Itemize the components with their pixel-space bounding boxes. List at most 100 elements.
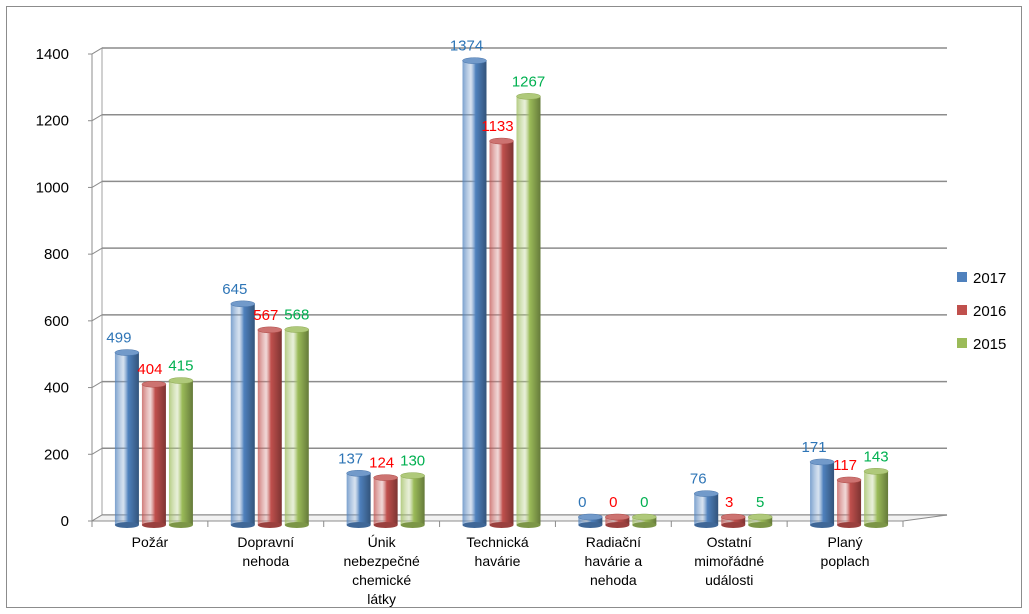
bar-2015 [400, 472, 425, 528]
bar-top [257, 326, 283, 334]
bar-2017 [114, 349, 140, 528]
data-label-2016: 1133 [481, 118, 513, 135]
gridline-depth [91, 381, 103, 389]
data-label-2017: 171 [802, 439, 827, 456]
data-label-2015: 568 [284, 307, 309, 324]
y-tick-label: 400 [44, 380, 69, 397]
bar-top [578, 513, 603, 521]
bar-bottom [721, 522, 746, 528]
data-label-2016: 0 [609, 494, 617, 511]
x-tick-label: Únik nebezpečné chemické látky [343, 534, 420, 607]
bar-bottom [168, 522, 193, 528]
x-tick-label: Technická havárie [466, 534, 528, 569]
bar-2016 [257, 326, 283, 528]
gridline-depth [91, 247, 103, 255]
bar-body [837, 479, 862, 525]
bar-bottom [114, 522, 139, 528]
bar-top [230, 300, 256, 308]
legend-label-2017: 2017 [973, 270, 1006, 287]
bar-body [462, 60, 487, 526]
bar-top [836, 476, 862, 484]
bar-top [114, 349, 140, 356]
legend-label-2016: 2016 [973, 303, 1006, 320]
data-label-2015: 143 [864, 448, 889, 465]
bar-body [605, 517, 630, 525]
bars [114, 57, 889, 528]
bar-2016 [720, 513, 746, 528]
bar-body [141, 384, 166, 525]
bar-top [747, 513, 773, 521]
left-wall [91, 47, 103, 522]
bar-body [864, 471, 889, 525]
data-label-2017: 645 [222, 281, 247, 298]
bar-2017 [230, 300, 256, 528]
bar-2016 [836, 476, 862, 528]
x-axis-ticks: Požár Dopravní nehoda Únik nebezpečné chemick… [91, 521, 904, 607]
bar-bottom [373, 522, 398, 528]
bar-2017 [346, 470, 371, 528]
bar-top [141, 380, 167, 388]
bar-body [168, 380, 193, 525]
data-label-2016: 404 [137, 361, 162, 378]
data-label-2015: 415 [168, 358, 193, 375]
y-tick-label: 200 [44, 446, 69, 463]
gridline-depth [91, 314, 103, 322]
legend-label-2015: 2015 [973, 336, 1006, 353]
bar-body [694, 493, 719, 525]
bar-top [632, 513, 657, 521]
bar-top [720, 513, 746, 521]
y-tick-label: 1400 [36, 46, 69, 63]
y-tick-label: 800 [44, 246, 69, 263]
bar-top [284, 326, 310, 333]
gridline-depth [91, 180, 103, 188]
x-tick-label: Ostatní mimořádné události [694, 534, 764, 588]
bar-2017 [693, 490, 719, 528]
bar-body [578, 517, 603, 525]
bar-top [516, 93, 541, 100]
bar-bottom [489, 522, 514, 528]
bar-top [489, 137, 514, 145]
bar-bottom [141, 522, 166, 528]
bar-2015 [863, 468, 889, 528]
bar-2016 [141, 380, 167, 528]
legend: 2017 2016 2015 [957, 270, 1006, 353]
data-label-2017: 1374 [450, 38, 483, 55]
data-label-2015: 0 [640, 494, 648, 511]
bar-body [400, 475, 425, 525]
data-label-2015: 5 [756, 494, 764, 511]
chart-frame: 0 200 400 600 800 1000 1200 1400 Požár Dopravní ne… [6, 6, 1022, 608]
bar-bottom [257, 522, 282, 528]
bar-body [810, 461, 835, 525]
bar-body [230, 303, 255, 525]
bar-top [373, 474, 398, 481]
bar-top [346, 470, 371, 477]
x-tick-label: Radiační havárie a nehoda [585, 534, 643, 588]
data-label-2017: 499 [106, 330, 131, 347]
bar-body [489, 141, 514, 525]
bar-bottom [230, 522, 255, 528]
bar-body [748, 517, 773, 525]
data-label-2016: 567 [253, 307, 278, 324]
bar-top [605, 513, 630, 521]
x-tick-label: Požár [132, 534, 169, 550]
bar-top [168, 377, 194, 384]
bar-bottom [632, 522, 657, 528]
y-tick-label: 0 [61, 513, 69, 530]
bar-bottom [462, 522, 487, 528]
bar-bottom [400, 522, 425, 528]
bar-2016 [605, 513, 630, 528]
bar-body [721, 517, 746, 525]
x-tick-label: Dopravní nehoda [237, 534, 294, 569]
bar-2015 [632, 513, 657, 528]
bar-top [809, 458, 835, 466]
bar-body [114, 352, 139, 525]
data-label-2017: 137 [338, 450, 363, 467]
data-label-2016: 117 [833, 457, 857, 474]
gridline-depth [91, 47, 103, 55]
data-label-2015: 1267 [512, 73, 545, 90]
data-label-2017: 0 [578, 494, 586, 511]
bar-top [693, 490, 719, 497]
bar-bottom [864, 522, 889, 528]
bar-body [257, 329, 282, 525]
data-label-2016: 124 [369, 455, 394, 472]
